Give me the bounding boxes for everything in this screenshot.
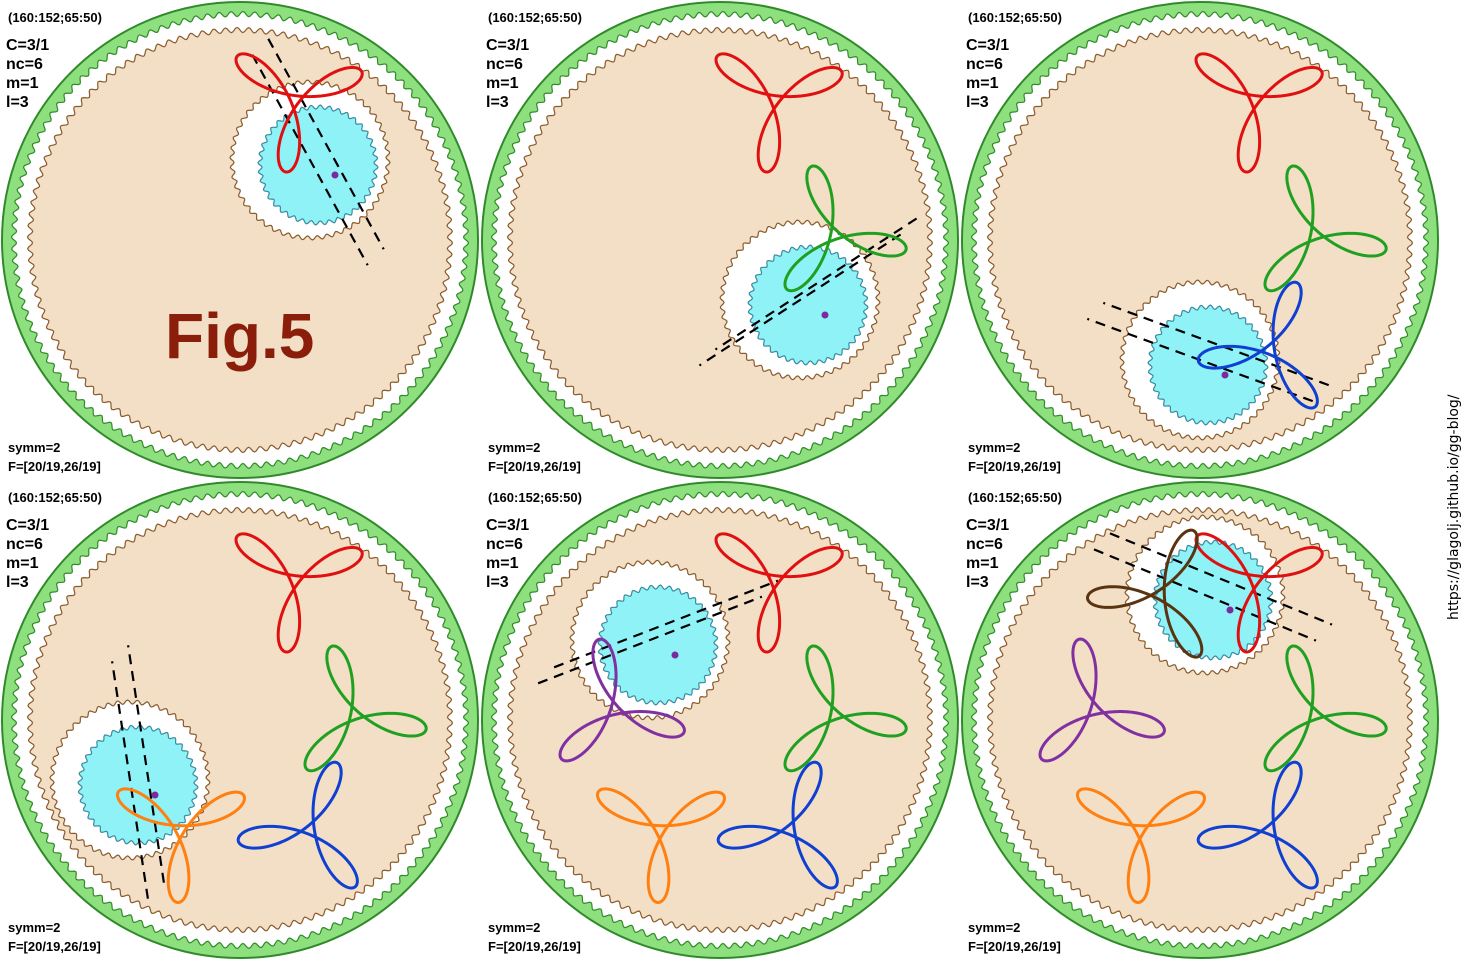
footer-frequencies: F=[20/19,26/19] xyxy=(8,459,101,474)
param-1: C=3/1 xyxy=(486,37,529,54)
spiro-curve-3 xyxy=(236,760,359,890)
spiro-curve-1 xyxy=(234,52,364,174)
param-3: m=1 xyxy=(486,555,519,572)
pen-point xyxy=(821,311,829,319)
param-4: l=3 xyxy=(6,94,29,111)
footer-symm: symm=2 xyxy=(968,440,1020,455)
arm-line xyxy=(111,661,149,899)
source-url: https://glagolj.github.io/gg-blog/ xyxy=(1446,394,1462,620)
arm-line xyxy=(1109,532,1333,626)
param-1: C=3/1 xyxy=(486,517,529,534)
arm-line xyxy=(1102,301,1330,387)
param-3: m=1 xyxy=(486,75,519,92)
pen-point xyxy=(671,651,679,659)
footer-frequencies: F=[20/19,26/19] xyxy=(8,939,101,954)
spiro-curve-1 xyxy=(234,532,364,654)
panel-1: (160:152;65:50) C=3/1 nc=6 m=1 l=3 symm=2 F=[2… xyxy=(1,1,479,479)
panel-header: (160:152;65:50) xyxy=(8,10,102,25)
spiro-curve-6 xyxy=(1086,528,1204,659)
spiro-curve-4 xyxy=(115,787,246,905)
spiro-curve-2 xyxy=(1263,644,1388,773)
spiro-curve-1 xyxy=(714,52,844,174)
arm-line xyxy=(1093,548,1317,642)
arm-line xyxy=(537,595,763,685)
arm-line xyxy=(698,233,902,367)
pen-point xyxy=(151,791,159,799)
param-2: nc=6 xyxy=(6,56,43,73)
footer-symm: symm=2 xyxy=(8,920,60,935)
panel-5: (160:152;65:50) C=3/1 nc=6 m=1 l=3 symm=2 F=[2… xyxy=(481,481,959,959)
panel-header: (160:152;65:50) xyxy=(488,10,582,25)
param-4: l=3 xyxy=(486,94,509,111)
footer-symm: symm=2 xyxy=(8,440,60,455)
footer-frequencies: F=[20/19,26/19] xyxy=(488,939,581,954)
spiro-curve-1 xyxy=(1194,52,1324,174)
spiro-curve-2 xyxy=(303,644,428,773)
panel-header: (160:152;65:50) xyxy=(488,490,582,505)
footer-frequencies: F=[20/19,26/19] xyxy=(968,939,1061,954)
arm-line xyxy=(267,38,385,250)
panel-3: (160:152;65:50) C=3/1 nc=6 m=1 l=3 symm=2 F=[2… xyxy=(961,1,1439,479)
param-3: m=1 xyxy=(6,75,39,92)
param-2: nc=6 xyxy=(966,56,1003,73)
arm-line xyxy=(714,217,918,351)
spiro-curve-2 xyxy=(783,644,908,773)
param-2: nc=6 xyxy=(6,536,43,553)
footer-frequencies: F=[20/19,26/19] xyxy=(968,459,1061,474)
param-4: l=3 xyxy=(6,574,29,591)
param-4: l=3 xyxy=(966,574,989,591)
spiro-curve-3 xyxy=(716,760,839,890)
param-1: C=3/1 xyxy=(966,517,1009,534)
footer-symm: symm=2 xyxy=(968,920,1020,935)
param-3: m=1 xyxy=(6,555,39,572)
panel-header: (160:152;65:50) xyxy=(8,490,102,505)
panel-4: (160:152;65:50) C=3/1 nc=6 m=1 l=3 symm=2 F=[2… xyxy=(1,481,479,959)
figure-label: Fig.5 xyxy=(165,300,314,372)
panel-2: (160:152;65:50) C=3/1 nc=6 m=1 l=3 symm=2 F=[2… xyxy=(481,1,959,479)
footer-symm: symm=2 xyxy=(488,440,540,455)
small-gear xyxy=(1147,304,1269,426)
footer-symm: symm=2 xyxy=(488,920,540,935)
param-1: C=3/1 xyxy=(6,37,49,54)
arm-line xyxy=(127,645,165,883)
large-gear xyxy=(986,26,1414,454)
footer-frequencies: F=[20/19,26/19] xyxy=(488,459,581,474)
spiro-curve-2 xyxy=(1263,164,1388,293)
param-2: nc=6 xyxy=(966,536,1003,553)
spiro-curve-4 xyxy=(1075,787,1206,905)
pen-point xyxy=(331,171,339,179)
spiro-curve-3 xyxy=(1196,760,1319,890)
panel-header: (160:152;65:50) xyxy=(968,490,1062,505)
param-1: C=3/1 xyxy=(966,37,1009,54)
spiro-curve-2 xyxy=(783,164,908,293)
param-1: C=3/1 xyxy=(6,517,49,534)
small-gear xyxy=(257,104,379,226)
param-2: nc=6 xyxy=(486,536,523,553)
arm-line xyxy=(553,579,779,669)
param-2: nc=6 xyxy=(486,56,523,73)
spiro-curve-3 xyxy=(1196,280,1319,410)
panel-6: (160:152;65:50) C=3/1 nc=6 m=1 l=3 symm=2 F=[2… xyxy=(961,481,1439,959)
arm-line xyxy=(1086,317,1314,403)
spiro-curve-4 xyxy=(595,787,726,905)
param-3: m=1 xyxy=(966,555,999,572)
spiro-curve-1 xyxy=(714,532,844,654)
param-4: l=3 xyxy=(486,574,509,591)
param-3: m=1 xyxy=(966,75,999,92)
pen-point xyxy=(1221,371,1229,379)
small-gear xyxy=(77,724,199,846)
spiro-curve-5 xyxy=(1038,637,1166,763)
panel-header: (160:152;65:50) xyxy=(968,10,1062,25)
pen-point xyxy=(1226,606,1234,614)
spiro-curve-1 xyxy=(1194,532,1324,654)
param-4: l=3 xyxy=(966,94,989,111)
spiro-curve-5 xyxy=(558,637,686,763)
